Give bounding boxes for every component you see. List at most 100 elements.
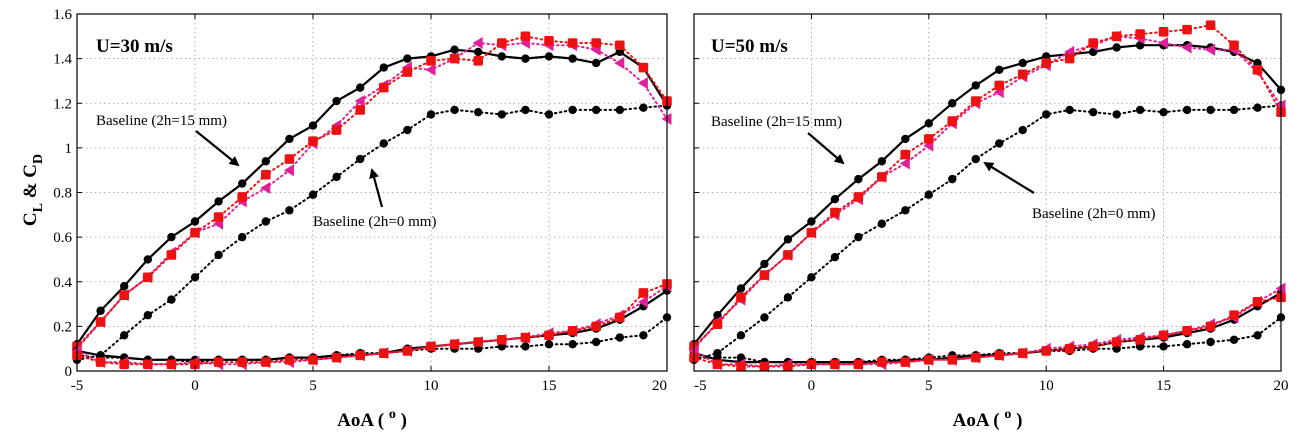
data-point-base0_cd bbox=[736, 353, 746, 362]
data-point-base0_cl bbox=[167, 295, 176, 304]
annotation-label: Baseline (2h=0 mm) bbox=[1032, 206, 1155, 222]
data-point-red_cl bbox=[449, 53, 460, 64]
data-point-red_cd bbox=[759, 361, 770, 372]
data-point-red_cl bbox=[1135, 29, 1145, 39]
data-point-base0_cl bbox=[1065, 105, 1074, 115]
data-point-red_cd bbox=[877, 357, 887, 367]
y-label-sub-l: L bbox=[31, 203, 46, 212]
data-point-base15_cl bbox=[924, 119, 933, 128]
y-axis-label: CL & CD bbox=[20, 154, 46, 226]
data-point-base0_cl bbox=[1042, 110, 1051, 119]
y-tick-label: 1.4 bbox=[53, 52, 72, 68]
data-point-base0_cl bbox=[403, 125, 412, 135]
x-tick-label: -5 bbox=[71, 378, 84, 394]
data-point-red_cl bbox=[591, 38, 601, 48]
data-point-base0_cl bbox=[568, 105, 577, 115]
data-point-magenta_cl bbox=[425, 63, 436, 76]
data-point-base15_cl bbox=[143, 255, 152, 264]
data-point-red_cd bbox=[830, 359, 840, 370]
data-point-red_cd bbox=[402, 346, 413, 356]
data-point-magenta_cl bbox=[260, 182, 271, 195]
data-point-base15_cl bbox=[544, 52, 554, 61]
data-point-red_cl bbox=[970, 96, 981, 106]
data-point-base15_cl bbox=[450, 45, 459, 54]
data-point-red_cd bbox=[1229, 310, 1239, 321]
data-point-red_cd bbox=[1088, 341, 1098, 352]
data-point-red_cl bbox=[379, 82, 389, 93]
data-point-base0_cl bbox=[1229, 105, 1239, 115]
data-point-red_cd bbox=[331, 352, 342, 363]
data-point-red_cl bbox=[1111, 31, 1122, 42]
data-point-base0_cl bbox=[261, 217, 270, 226]
data-point-base0_cd bbox=[521, 342, 530, 351]
data-point-base15_cl bbox=[167, 232, 176, 242]
data-point-red_cd bbox=[900, 357, 911, 367]
data-point-base0_cd bbox=[568, 340, 577, 349]
data-point-base0_cl bbox=[308, 190, 318, 199]
data-point-base0_cl bbox=[854, 232, 863, 242]
data-point-base0_cl bbox=[497, 110, 506, 119]
data-point-red_cd bbox=[143, 359, 153, 370]
data-point-red_cd bbox=[213, 357, 224, 367]
data-point-red_cd bbox=[1252, 297, 1263, 307]
data-point-base0_cl bbox=[1135, 105, 1145, 115]
data-point-red_cd bbox=[1041, 346, 1051, 356]
data-point-base0_cl bbox=[1253, 103, 1262, 112]
data-point-red_cl bbox=[190, 227, 200, 238]
data-point-red_cd bbox=[190, 359, 200, 370]
data-point-red_cl bbox=[261, 169, 271, 180]
data-point-red_cl bbox=[806, 227, 817, 238]
data-point-red_cd bbox=[970, 352, 981, 363]
data-point-red_cd bbox=[806, 359, 817, 370]
x-tick-label: 0 bbox=[808, 378, 816, 394]
data-point-red_cd bbox=[1064, 343, 1075, 354]
data-point-red_cl bbox=[284, 154, 295, 164]
panel-title: U=50 m/s bbox=[711, 36, 788, 57]
data-point-red_cd bbox=[308, 355, 318, 365]
data-point-base15_cl bbox=[807, 217, 816, 226]
data-point-red_cl bbox=[119, 290, 129, 300]
data-point-base15_cl bbox=[379, 63, 388, 72]
data-point-red_cd bbox=[1017, 348, 1028, 358]
data-point-red_cd bbox=[520, 332, 531, 343]
data-point-red_cl bbox=[1182, 24, 1192, 35]
data-point-base15_cl bbox=[830, 194, 840, 204]
x-tick-label: 20 bbox=[652, 378, 667, 394]
data-point-base0_cd bbox=[639, 331, 648, 340]
data-point-base15_cl bbox=[190, 217, 200, 226]
x-tick-label: 0 bbox=[191, 378, 199, 394]
data-point-red_cd bbox=[1205, 321, 1216, 332]
data-point-red_cl bbox=[638, 62, 649, 73]
data-point-magenta_cl bbox=[472, 37, 483, 50]
data-point-red_cl bbox=[1205, 20, 1216, 30]
data-point-red_cl bbox=[213, 212, 224, 222]
data-point-magenta_cl bbox=[354, 95, 365, 108]
data-point-base0_cl bbox=[474, 107, 483, 117]
data-point-red_cd bbox=[1158, 330, 1169, 341]
data-point-base0_cl bbox=[592, 105, 601, 115]
data-point-red_cd bbox=[355, 350, 365, 361]
data-point-base0_cl bbox=[379, 139, 388, 148]
data-point-red_cl bbox=[736, 292, 746, 303]
data-point-red_cd bbox=[237, 357, 247, 367]
annotation-arrow bbox=[983, 161, 1035, 194]
data-point-red_cl bbox=[877, 172, 887, 182]
y-tick-label: 0 bbox=[65, 364, 73, 380]
data-point-base15_cl bbox=[971, 81, 980, 90]
data-point-base15_cl bbox=[568, 54, 577, 63]
data-point-red_cl bbox=[1088, 38, 1098, 48]
svg-text:CL & CD: CL & CD bbox=[20, 154, 46, 226]
data-point-base0_cl bbox=[995, 139, 1004, 148]
data-point-base0_cl bbox=[356, 154, 365, 164]
data-point-base15_cl bbox=[877, 157, 887, 166]
data-point-base0_cd bbox=[544, 340, 554, 349]
plot-area bbox=[77, 14, 667, 371]
data-point-red_cl bbox=[615, 40, 625, 51]
data-point-base0_cl bbox=[521, 105, 530, 115]
y-tick-label: 0.8 bbox=[53, 186, 72, 202]
data-point-red_cl bbox=[473, 56, 483, 66]
data-point-red_cl bbox=[712, 319, 723, 329]
x-tick-label: 20 bbox=[1274, 378, 1289, 394]
annotation-arrow bbox=[807, 132, 845, 165]
